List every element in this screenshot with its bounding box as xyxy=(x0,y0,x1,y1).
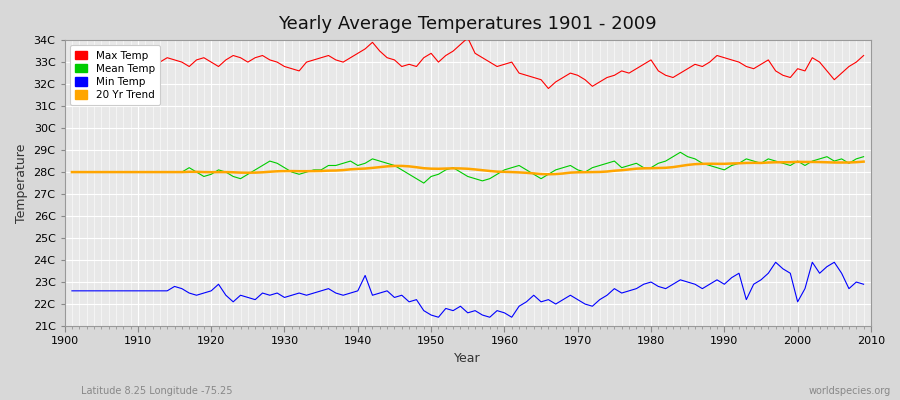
Text: worldspecies.org: worldspecies.org xyxy=(809,386,891,396)
Title: Yearly Average Temperatures 1901 - 2009: Yearly Average Temperatures 1901 - 2009 xyxy=(278,15,657,33)
Legend: Max Temp, Mean Temp, Min Temp, 20 Yr Trend: Max Temp, Mean Temp, Min Temp, 20 Yr Tre… xyxy=(70,45,160,105)
Text: Latitude 8.25 Longitude -75.25: Latitude 8.25 Longitude -75.25 xyxy=(81,386,232,396)
Y-axis label: Temperature: Temperature xyxy=(15,143,28,223)
X-axis label: Year: Year xyxy=(454,352,482,365)
